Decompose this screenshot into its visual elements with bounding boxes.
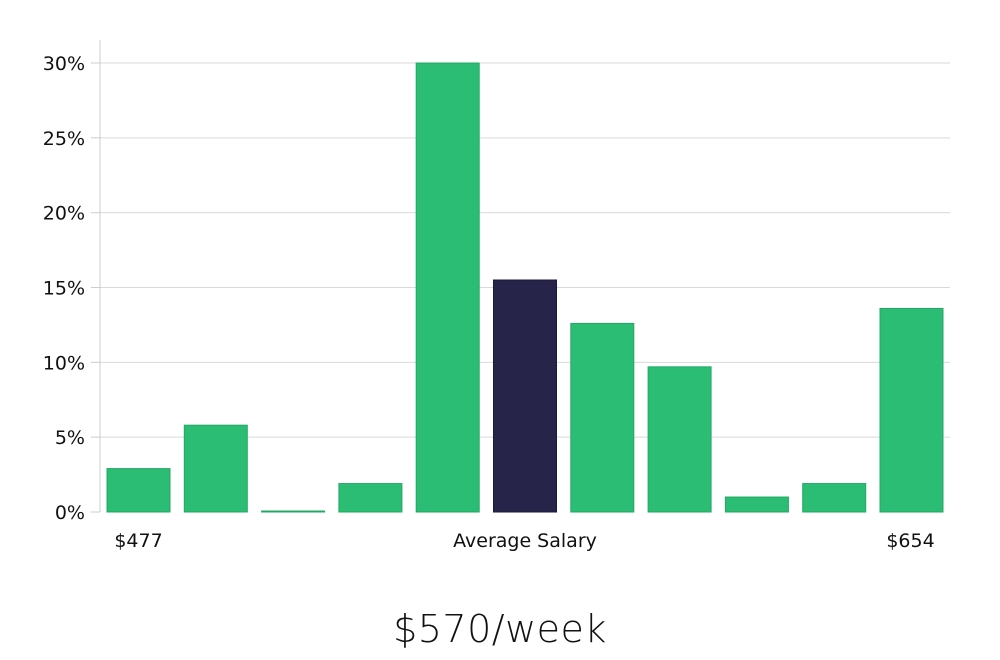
bar-highlighted <box>493 279 557 513</box>
bar <box>338 483 403 513</box>
x-label-average-salary: Average Salary <box>453 530 597 552</box>
y-tick-label: 20% <box>43 203 85 225</box>
average-salary-value: $570/week <box>393 607 607 651</box>
x-label-max: $654 <box>886 530 934 552</box>
bar <box>183 424 248 513</box>
salary-histogram: 0%5%10%15%20%25%30% $477 Average Salary … <box>43 40 950 552</box>
bar <box>802 483 867 513</box>
bar <box>106 468 171 513</box>
bar <box>647 366 712 513</box>
y-tick-label: 25% <box>43 128 85 150</box>
bar <box>570 322 635 513</box>
bar <box>415 62 480 513</box>
bar <box>724 496 789 513</box>
x-label-min: $477 <box>114 530 162 552</box>
y-tick-label: 10% <box>43 352 85 374</box>
bars <box>106 62 944 513</box>
y-tick-label: 0% <box>55 502 85 524</box>
y-tick-labels: 0% 5% 10% 15% 20% 25% 30% <box>43 53 100 524</box>
y-tick-label: 5% <box>55 427 85 449</box>
bar <box>879 307 944 513</box>
y-tick-label: 15% <box>43 278 85 300</box>
y-tick-label: 30% <box>43 53 85 75</box>
bar <box>261 510 326 513</box>
